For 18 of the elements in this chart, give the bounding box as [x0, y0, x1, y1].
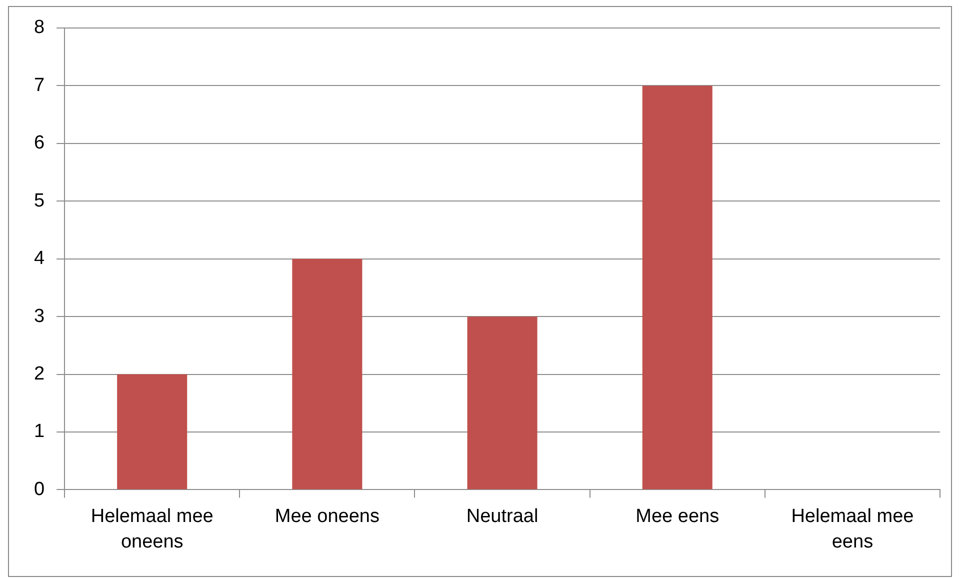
y-tick-label: 0 [34, 478, 45, 500]
y-tick-label: 8 [34, 17, 45, 38]
bar [642, 86, 712, 490]
y-tick-label: 6 [34, 132, 45, 154]
bar [117, 374, 188, 490]
y-tick-label: 3 [34, 306, 45, 327]
y-tick-label: 7 [34, 74, 45, 96]
y-tick-label: 4 [34, 248, 45, 270]
y-tick-label: 5 [34, 190, 45, 212]
x-tick-label: Helemaal mee eens [791, 506, 914, 552]
x-tick-label: Mee oneens [274, 506, 380, 527]
bar [292, 258, 362, 490]
x-tick-label: Mee eens [636, 506, 720, 527]
y-tick-label: 1 [34, 421, 45, 442]
x-tick-label: Neutraal [466, 506, 538, 527]
bar [467, 316, 538, 490]
y-tick-label: 2 [34, 364, 45, 385]
x-tick-label: Helemaal mee oneens [90, 506, 214, 552]
